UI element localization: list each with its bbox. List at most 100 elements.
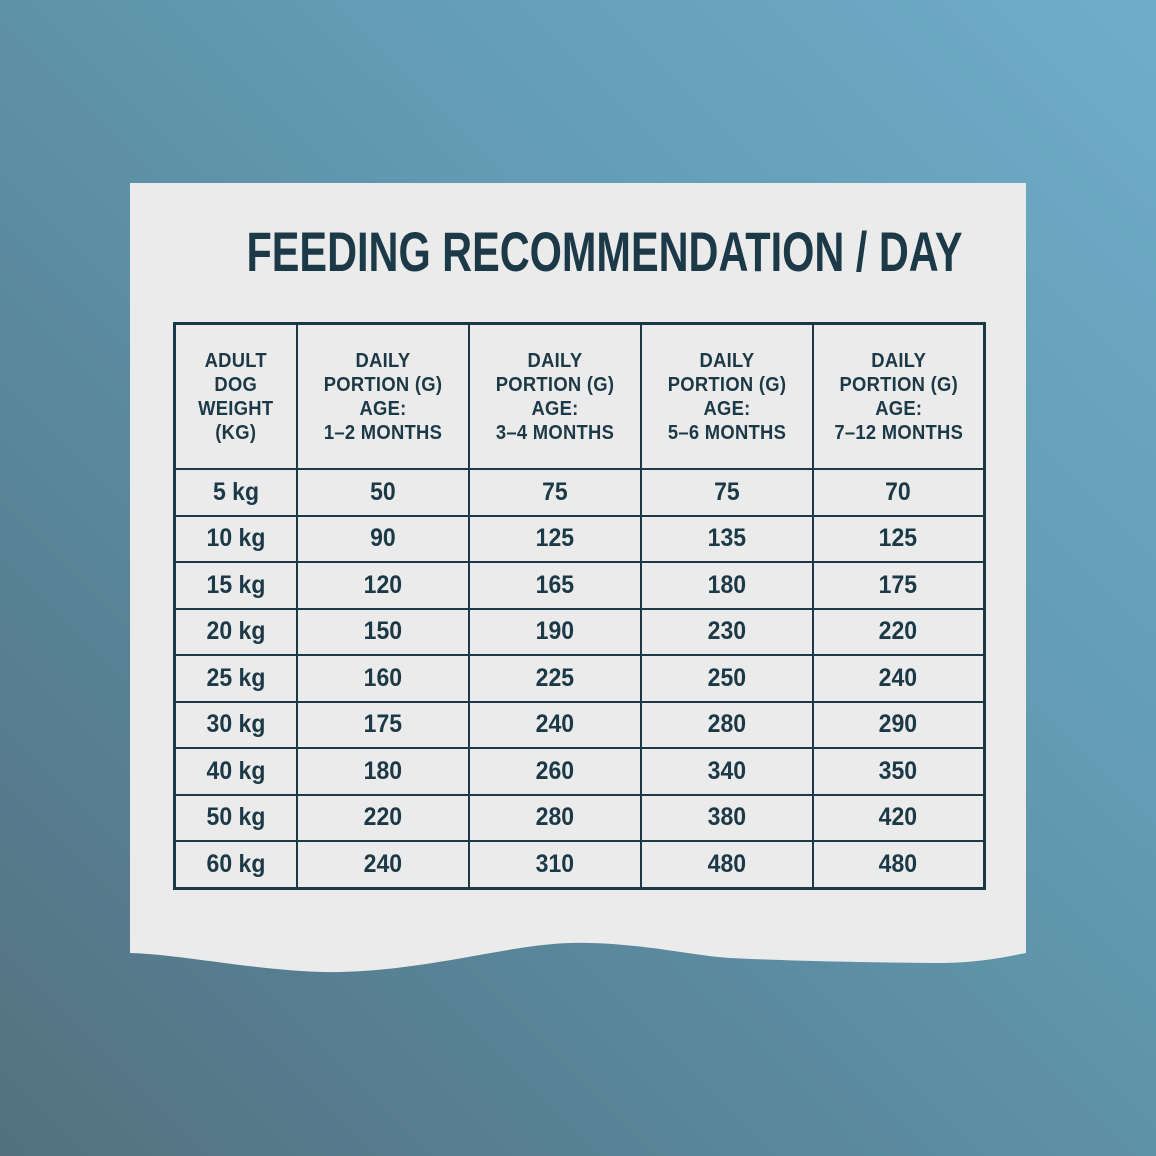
portion-cell: 380 — [639, 793, 814, 842]
weight-cell: 15 kg — [173, 561, 298, 610]
weight-cell: 60 kg — [173, 840, 298, 889]
portion-cell: 480 — [811, 840, 986, 889]
portion-cell: 350 — [811, 747, 986, 796]
portion-value: 230 — [707, 617, 746, 646]
portion-value: 165 — [535, 570, 574, 599]
table-row: 15 kg 120 165 180 175 — [173, 561, 986, 610]
column-header-weight: ADULT DOG WEIGHT (KG) — [173, 322, 298, 470]
portion-cell: 240 — [811, 654, 986, 703]
portion-cell: 125 — [811, 514, 986, 563]
header-line: PORTION (G) — [838, 373, 958, 396]
weight-cell: 30 kg — [173, 700, 298, 749]
portion-value: 135 — [707, 524, 746, 553]
portion-value: 280 — [535, 803, 574, 832]
header-line: DOG — [214, 373, 258, 396]
header-line: DAILY — [527, 349, 582, 372]
portion-value: 75 — [541, 477, 568, 506]
weight-value: 30 kg — [206, 710, 266, 739]
portion-value: 175 — [879, 570, 918, 599]
header-line: AGE: — [874, 397, 922, 420]
portion-value: 190 — [535, 617, 574, 646]
portion-cell: 75 — [639, 468, 814, 517]
table-row: 25 kg 160 225 250 240 — [173, 654, 986, 703]
column-header-1-2-months: DAILY PORTION (G) AGE: 1–2 MONTHS — [295, 322, 470, 470]
paper-torn-edge — [130, 935, 1026, 973]
portion-cell: 180 — [295, 747, 470, 796]
portion-cell: 90 — [295, 514, 470, 563]
portion-value: 180 — [707, 570, 746, 599]
portion-value: 50 — [369, 477, 396, 506]
portion-cell: 165 — [467, 561, 642, 610]
portion-cell: 125 — [467, 514, 642, 563]
weight-value: 60 kg — [206, 849, 266, 878]
portion-value: 260 — [535, 756, 574, 785]
portion-value: 225 — [535, 663, 574, 692]
portion-cell: 280 — [639, 700, 814, 749]
portion-value: 125 — [879, 524, 918, 553]
portion-cell: 240 — [467, 700, 642, 749]
portion-cell: 230 — [639, 607, 814, 656]
table-row: 20 kg 150 190 230 220 — [173, 607, 986, 656]
column-header-5-6-months: DAILY PORTION (G) AGE: 5–6 MONTHS — [639, 322, 814, 470]
header-line: AGE: — [702, 397, 751, 420]
paper-sheet: FEEDING RECOMMENDATION / DAY ADULT DOG W… — [130, 183, 1026, 935]
portion-value: 420 — [879, 803, 918, 832]
portion-cell: 225 — [467, 654, 642, 703]
portion-cell: 190 — [467, 607, 642, 656]
portion-value: 340 — [707, 756, 746, 785]
portion-value: 160 — [363, 663, 402, 692]
header-line: 5–6 MONTHS — [667, 421, 786, 444]
portion-cell: 290 — [811, 700, 986, 749]
portion-cell: 180 — [639, 561, 814, 610]
header-line: DAILY — [699, 349, 754, 372]
weight-cell: 50 kg — [173, 793, 298, 842]
weight-value: 15 kg — [206, 570, 266, 599]
portion-value: 150 — [363, 617, 402, 646]
header-line: AGE: — [530, 397, 579, 420]
column-header-3-4-months: DAILY PORTION (G) AGE: 3–4 MONTHS — [467, 322, 642, 470]
header-line: ADULT — [204, 349, 267, 372]
header-line: PORTION (G) — [323, 373, 442, 396]
portion-value: 240 — [535, 710, 574, 739]
portion-value: 250 — [707, 663, 746, 692]
weight-cell: 25 kg — [173, 654, 298, 703]
portion-value: 290 — [879, 710, 918, 739]
header-line: AGE: — [358, 397, 407, 420]
column-header-7-12-months: DAILY PORTION (G) AGE: 7–12 MONTHS — [811, 322, 986, 470]
header-line: DAILY — [355, 349, 410, 372]
portion-value: 240 — [879, 663, 918, 692]
portion-cell: 175 — [295, 700, 470, 749]
portion-cell: 135 — [639, 514, 814, 563]
weight-value: 25 kg — [206, 663, 266, 692]
feeding-table: ADULT DOG WEIGHT (KG) DAILY PORTION (G) … — [173, 322, 986, 890]
portion-cell: 340 — [639, 747, 814, 796]
portion-value: 175 — [363, 710, 402, 739]
portion-value: 90 — [369, 524, 396, 553]
table-row: 5 kg 50 75 75 70 — [173, 468, 986, 517]
portion-value: 480 — [707, 849, 746, 878]
table-row: 40 kg 180 260 340 350 — [173, 747, 986, 796]
table-row: 50 kg 220 280 380 420 — [173, 793, 986, 842]
page-title: FEEDING RECOMMENDATION / DAY — [246, 220, 963, 283]
portion-cell: 160 — [295, 654, 470, 703]
portion-value: 220 — [879, 617, 918, 646]
portion-cell: 260 — [467, 747, 642, 796]
portion-cell: 240 — [295, 840, 470, 889]
portion-value: 180 — [363, 756, 402, 785]
header-line: WEIGHT — [198, 397, 274, 420]
header-line: 3–4 MONTHS — [495, 421, 614, 444]
header-line: (KG) — [215, 421, 257, 444]
header-line: 1–2 MONTHS — [323, 421, 442, 444]
portion-value: 240 — [363, 849, 402, 878]
portion-cell: 310 — [467, 840, 642, 889]
portion-value: 350 — [879, 756, 918, 785]
portion-cell: 250 — [639, 654, 814, 703]
table-row: 30 kg 175 240 280 290 — [173, 700, 986, 749]
weight-value: 50 kg — [206, 803, 266, 832]
portion-value: 310 — [535, 849, 574, 878]
weight-cell: 10 kg — [173, 514, 298, 563]
portion-cell: 75 — [467, 468, 642, 517]
weight-cell: 5 kg — [173, 468, 298, 517]
portion-cell: 220 — [295, 793, 470, 842]
